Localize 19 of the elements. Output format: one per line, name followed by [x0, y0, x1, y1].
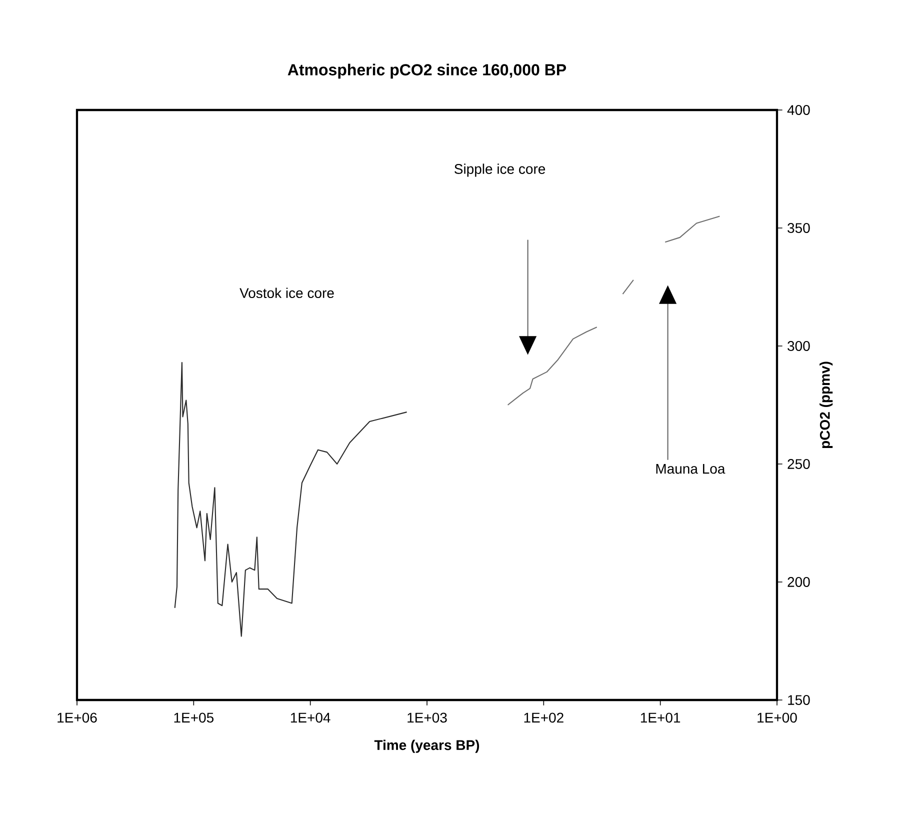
- x-tick-label: 1E+05: [174, 712, 214, 723]
- y-tick-label: 350: [788, 223, 810, 233]
- x-axis-title: Time (years BP): [374, 740, 480, 753]
- x-tick-label: 1E+06: [58, 712, 97, 723]
- y-tick-label: 150: [788, 695, 810, 705]
- y-tick-label: 200: [788, 577, 810, 587]
- x-tick-label: 1E+02: [524, 712, 564, 723]
- x-tick-label: 1E+04: [290, 712, 330, 723]
- annotation: Vostok ice core: [240, 288, 334, 298]
- y-tick-label: 400: [787, 105, 810, 115]
- chart-title: Atmospheric pCO2 since 160,000 BP: [288, 64, 566, 79]
- annotation: Mauna Loa: [656, 464, 726, 474]
- x-tick-label: 1E+00: [758, 712, 797, 723]
- x-tick-label: 1E+01: [640, 712, 680, 723]
- y-axis-title: pCO2 (ppmv): [820, 362, 833, 448]
- y-tick-label: 250: [788, 459, 810, 469]
- annotation: Sipple ice core: [454, 164, 546, 177]
- x-tick-label: 1E+03: [408, 712, 447, 723]
- y-tick-label: 300: [788, 341, 810, 351]
